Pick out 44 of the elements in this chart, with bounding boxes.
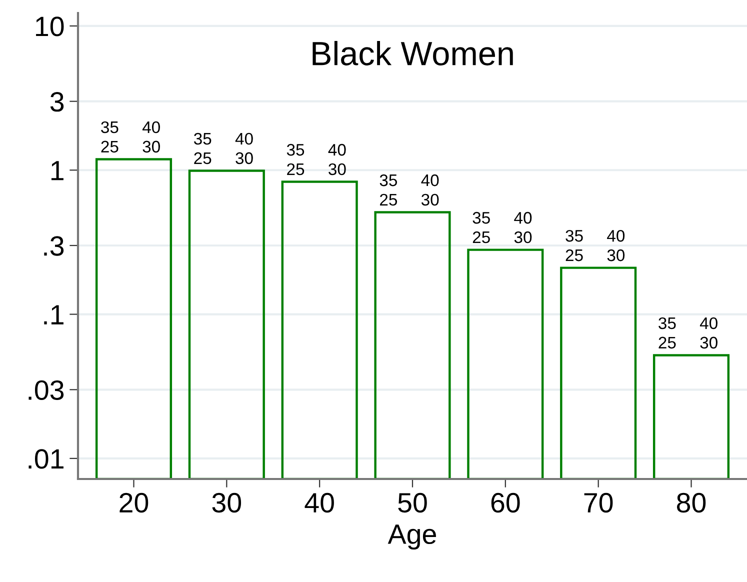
- annotation: 40: [514, 212, 532, 224]
- annotation: 30: [328, 163, 346, 176]
- annotation: 30: [607, 249, 625, 262]
- annotation: 40: [700, 317, 718, 330]
- annotation: 35: [286, 144, 304, 156]
- x-tick-label: 40: [304, 492, 334, 513]
- y-tick-label: 3: [50, 92, 64, 112]
- y-tick-label: .03: [28, 380, 64, 400]
- annotation: 30: [142, 140, 160, 153]
- annotation: 35: [194, 132, 212, 145]
- annotation: 30: [700, 336, 718, 349]
- y-tick-label: 10: [36, 16, 64, 36]
- x-tick-label: 80: [677, 492, 706, 513]
- annotation: 25: [472, 231, 490, 244]
- y-tick-label: .1: [44, 305, 64, 324]
- annotation: 25: [380, 194, 398, 206]
- annotation: 30: [514, 231, 532, 244]
- annotation: 35: [101, 121, 118, 134]
- y-tick-label: .3: [44, 236, 64, 256]
- annotation: 25: [658, 336, 676, 349]
- annotation: 25: [101, 140, 118, 153]
- annotation: 30: [236, 152, 253, 164]
- x-axis-title: Age: [388, 524, 436, 550]
- annotation: 40: [607, 230, 625, 242]
- annotation: 40: [421, 174, 439, 186]
- annotation: 35: [658, 317, 676, 330]
- x-tick-label: 20: [120, 492, 148, 513]
- y-tick-label: .01: [28, 449, 64, 469]
- annotation: 40: [142, 121, 160, 134]
- x-tick-label: 70: [584, 492, 613, 513]
- x-tick-label: 60: [491, 492, 520, 513]
- x-tick-label: 30: [212, 492, 242, 513]
- annotation: 25: [566, 249, 583, 262]
- annotation: 40: [328, 144, 346, 156]
- annotation: 35: [472, 212, 490, 224]
- text: Black Women: [312, 40, 513, 66]
- annotation: 35: [566, 230, 583, 242]
- x-tick-label: 50: [398, 492, 427, 513]
- annotation: 25: [287, 163, 304, 176]
- y-tick-label: 1: [51, 161, 64, 180]
- annotation: 25: [194, 152, 212, 164]
- annotation: 40: [235, 132, 253, 145]
- annotation: 30: [421, 194, 439, 206]
- annotation: 35: [380, 174, 398, 186]
